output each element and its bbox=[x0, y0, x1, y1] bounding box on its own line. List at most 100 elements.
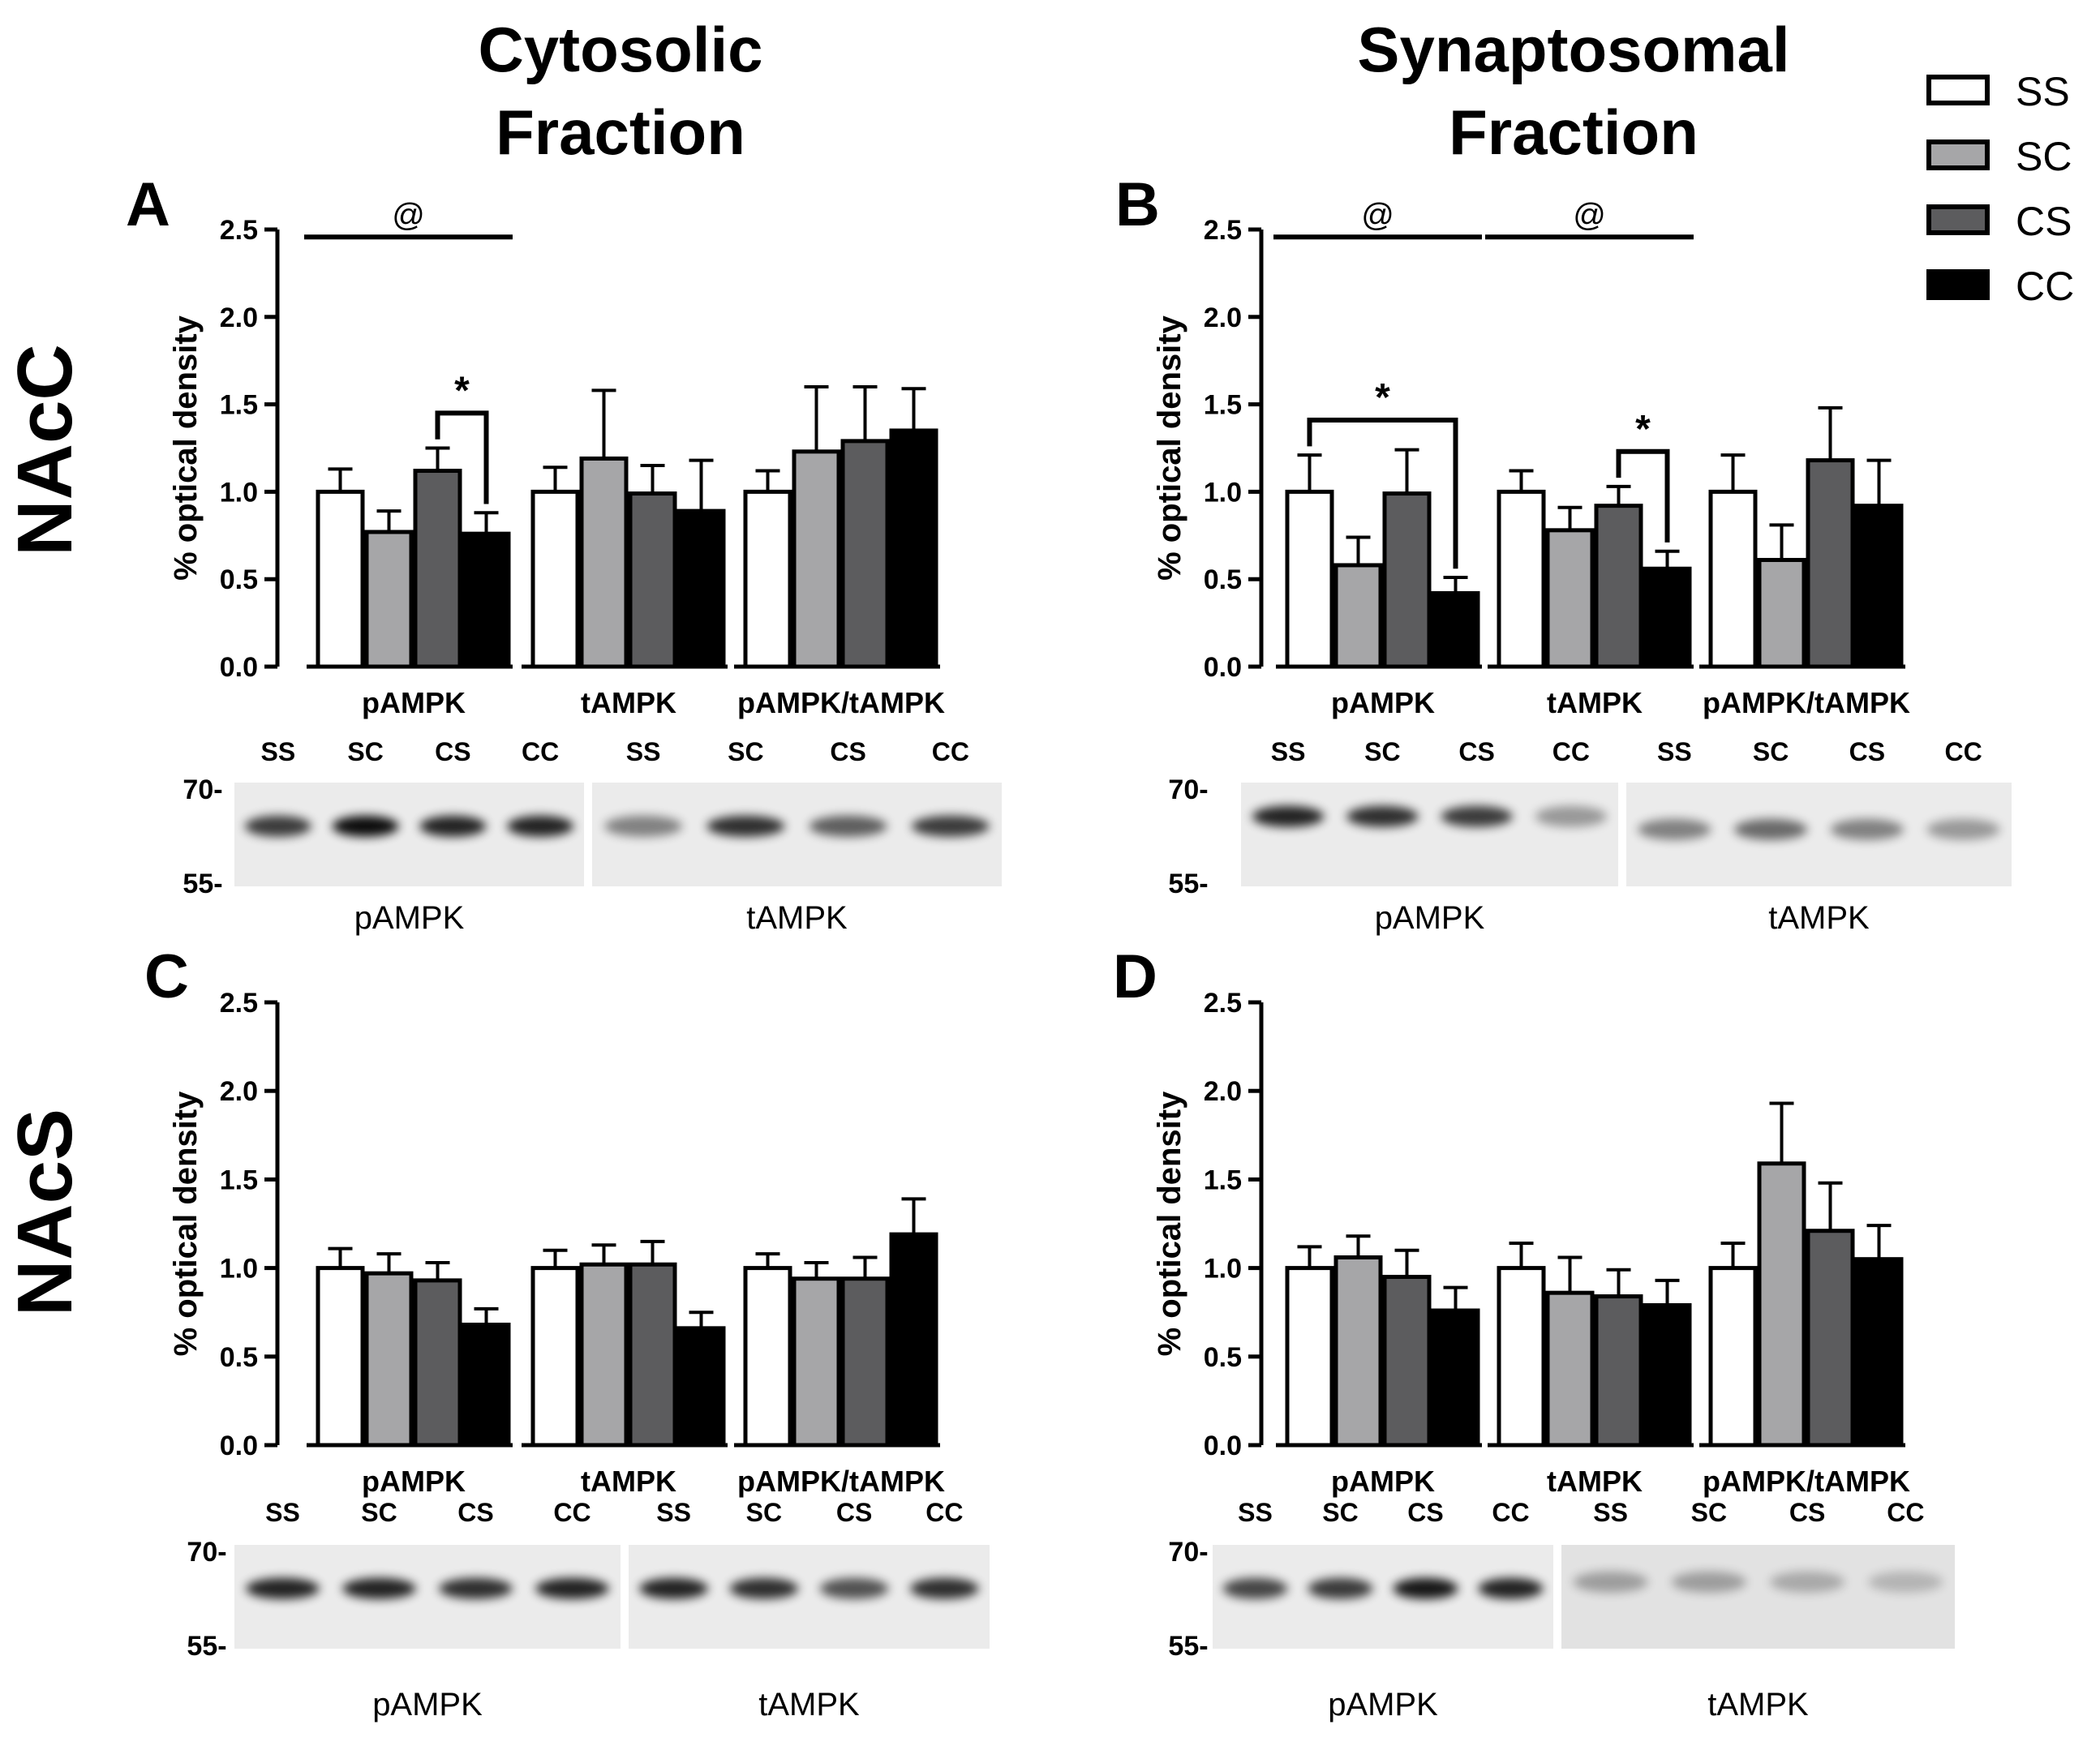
blot-band bbox=[1638, 818, 1711, 840]
significance-bracket bbox=[1616, 448, 1670, 543]
blot-mw-marker-bottom: 55- bbox=[183, 869, 222, 899]
blot-band bbox=[604, 815, 683, 837]
y-tick-label: 2.5 bbox=[220, 215, 258, 246]
blot-band bbox=[1926, 818, 2000, 840]
blot-lane-label: SC bbox=[1753, 737, 1789, 766]
panel-letter: B bbox=[1115, 170, 1160, 239]
bar-sc bbox=[1545, 528, 1595, 669]
blot-band bbox=[1393, 1577, 1458, 1599]
blot-lane-label: SC bbox=[746, 1498, 782, 1527]
bar-cs bbox=[840, 1276, 890, 1448]
blot-band bbox=[1478, 1577, 1544, 1599]
blot-membrane-right bbox=[1561, 1545, 1955, 1649]
x-category-label: pAMPK/tAMPK bbox=[1703, 1465, 1910, 1498]
legend: SS SC CS CC bbox=[1926, 69, 2074, 309]
bar-cc bbox=[676, 1326, 726, 1448]
bar-cs bbox=[1806, 458, 1855, 669]
blot-mw-marker-top: 70- bbox=[1168, 1537, 1208, 1568]
blot-label-right: tAMPK bbox=[758, 1687, 860, 1722]
bar-sc bbox=[364, 1271, 414, 1448]
blot-band bbox=[819, 1577, 889, 1599]
blot-band bbox=[1830, 818, 1904, 840]
blot-band bbox=[246, 1577, 320, 1599]
blot-label-right: tAMPK bbox=[746, 900, 848, 936]
legend-swatch-sc bbox=[1926, 139, 1990, 170]
blot-mw-marker-top: 70- bbox=[183, 774, 222, 805]
bar-cs bbox=[840, 439, 890, 669]
bar-ss bbox=[743, 1266, 792, 1448]
blot-lane-label: CC bbox=[1492, 1498, 1529, 1527]
blot-lane-label: SC bbox=[361, 1498, 397, 1527]
blot-mw-marker-top: 70- bbox=[1168, 774, 1208, 805]
bar-ss bbox=[1708, 1266, 1758, 1448]
x-category-label: pAMPK bbox=[1331, 686, 1435, 719]
bar-cc bbox=[889, 428, 938, 669]
bar-cs bbox=[1594, 504, 1643, 669]
bar-sc bbox=[1545, 1290, 1595, 1448]
bar-ss bbox=[316, 1266, 365, 1448]
bar-ss bbox=[743, 489, 792, 669]
bar-cc bbox=[462, 1322, 511, 1448]
y-tick-label: 0.5 bbox=[1204, 1342, 1242, 1373]
bar-cs bbox=[628, 1262, 677, 1448]
bar-cc bbox=[889, 1232, 938, 1448]
bar-cc bbox=[1854, 504, 1904, 669]
significance-bracket bbox=[435, 410, 489, 504]
y-tick-label: 2.5 bbox=[1204, 215, 1242, 246]
blot-lane-label: SS bbox=[626, 737, 661, 766]
bar-sc bbox=[792, 449, 841, 669]
x-category-label: pAMPK/tAMPK bbox=[737, 686, 945, 719]
panel-c: C 0.0 0.5 1.0 1.5 2.0 2.5 % optical density pAMP… bbox=[144, 942, 990, 1722]
y-tick-label: 0.5 bbox=[220, 564, 258, 595]
panel-letter: C bbox=[144, 942, 189, 1011]
blot-band bbox=[1770, 1571, 1845, 1593]
bar-sc bbox=[364, 530, 414, 669]
significance-star: * bbox=[454, 369, 470, 412]
blot-lane-label: CS bbox=[1789, 1498, 1825, 1527]
blot-band bbox=[439, 1577, 513, 1599]
bar-cc bbox=[1431, 1308, 1480, 1448]
panel-a: A 0.0 0.5 1.0 1.5 2.0 2.5 % optical density pAMP… bbox=[126, 170, 1002, 936]
y-axis-label: % optical density bbox=[1152, 1091, 1187, 1356]
blot-lane-label: SS bbox=[1238, 1498, 1273, 1527]
panel-letter: A bbox=[126, 170, 170, 239]
blot-label-left: pAMPK bbox=[354, 900, 465, 936]
significance-star: * bbox=[1375, 376, 1390, 419]
y-tick-label: 0.5 bbox=[220, 1342, 258, 1373]
panel-d: D 0.0 0.5 1.0 1.5 2.0 2.5 % optical density pAMP… bbox=[1113, 942, 1955, 1722]
y-tick-label: 2.5 bbox=[1204, 988, 1242, 1019]
blot-lane-label: CC bbox=[553, 1498, 590, 1527]
blot-lane-label: SS bbox=[656, 1498, 691, 1527]
blot-lane-label: CS bbox=[1458, 737, 1494, 766]
y-tick-label: 1.0 bbox=[1204, 1254, 1242, 1285]
y-tick-label: 0.5 bbox=[1204, 564, 1242, 595]
x-category-label: tAMPK bbox=[581, 1465, 676, 1498]
x-category-label: pAMPK bbox=[362, 1465, 466, 1498]
y-tick-label: 0.0 bbox=[220, 1431, 258, 1461]
bar-cs bbox=[628, 491, 677, 669]
blot-band bbox=[729, 1577, 799, 1599]
blot-band bbox=[244, 815, 311, 837]
blot-band bbox=[1346, 805, 1419, 827]
panel-letter: D bbox=[1113, 942, 1157, 1011]
blot-lane-label: CS bbox=[830, 737, 865, 766]
blot-lane-label: SS bbox=[265, 1498, 300, 1527]
x-category-label: tAMPK bbox=[581, 686, 676, 719]
blot-lane-label: CC bbox=[1887, 1498, 1924, 1527]
blot-band bbox=[419, 815, 487, 837]
blot-band bbox=[342, 1577, 416, 1599]
blot-lane-label: SC bbox=[347, 737, 383, 766]
blot-band bbox=[332, 815, 399, 837]
significance-at-symbol: @ bbox=[1361, 197, 1394, 233]
blot-mw-marker-bottom: 55- bbox=[1168, 869, 1208, 899]
y-tick-label: 2.0 bbox=[1204, 302, 1242, 333]
significance-star: * bbox=[1635, 408, 1651, 451]
significance-bracket bbox=[1307, 418, 1458, 569]
blot-band bbox=[706, 815, 785, 837]
bar-cs bbox=[1806, 1229, 1855, 1448]
column-title-synaptosomal-line2: Fraction bbox=[1449, 97, 1698, 168]
bar-cc bbox=[1643, 566, 1692, 669]
blot-mw-marker-top: 70- bbox=[187, 1537, 226, 1568]
bar-ss bbox=[1285, 489, 1334, 669]
blot-lane-label: CC bbox=[925, 1498, 963, 1527]
